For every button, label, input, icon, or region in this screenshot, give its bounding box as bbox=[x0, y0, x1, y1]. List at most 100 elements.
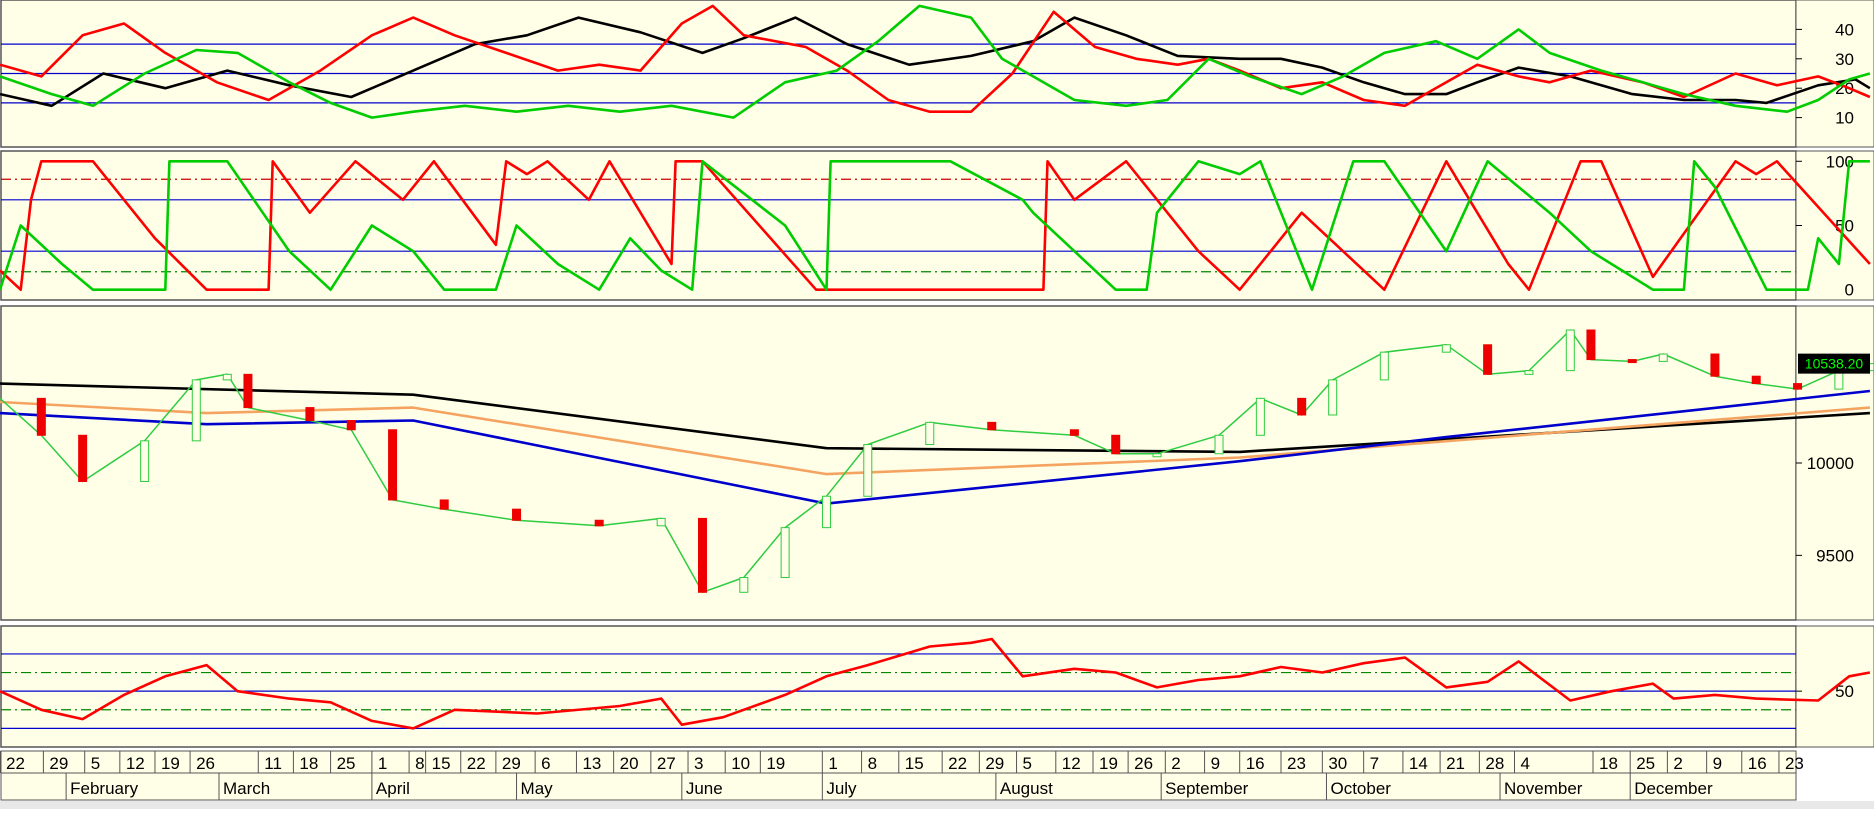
x-day-label: 25 bbox=[337, 754, 356, 773]
price-candle bbox=[1751, 375, 1761, 385]
x-day-label: 29 bbox=[985, 754, 1004, 773]
x-day-label: 23 bbox=[1287, 754, 1306, 773]
x-day-label: 23 bbox=[1785, 754, 1804, 773]
x-day-label: 2 bbox=[1673, 754, 1682, 773]
y-tick-label: 9500 bbox=[1816, 546, 1854, 565]
price-candle bbox=[1111, 434, 1121, 455]
y-tick-label: 100 bbox=[1826, 152, 1854, 171]
x-month-label: September bbox=[1165, 779, 1248, 798]
price-candle bbox=[1658, 353, 1668, 362]
x-day-label: 29 bbox=[502, 754, 521, 773]
x-day-label: 25 bbox=[1636, 754, 1655, 773]
x-day-label: 12 bbox=[1062, 754, 1081, 773]
price-candle bbox=[1483, 344, 1493, 375]
price-candle bbox=[243, 373, 253, 409]
price-series-line bbox=[0, 382, 1870, 454]
price-candle bbox=[1586, 329, 1596, 361]
x-day-label: 4 bbox=[1520, 754, 1529, 773]
price-candle bbox=[925, 421, 935, 446]
y-tick-label: 30 bbox=[1835, 50, 1854, 69]
x-month-label: June bbox=[686, 779, 723, 798]
price-candle bbox=[697, 517, 707, 593]
price-candle bbox=[191, 379, 201, 442]
directional-movement-series-line bbox=[0, 4, 1871, 119]
price-candle bbox=[1524, 370, 1534, 375]
price-panel: 9500 10000 10538.20 bbox=[0, 305, 1874, 621]
x-day-label: 1 bbox=[378, 754, 387, 773]
x-day-label: 19 bbox=[161, 754, 180, 773]
rsi-panel: 50 bbox=[0, 625, 1874, 748]
x-month-label: December bbox=[1634, 779, 1713, 798]
x-month-label: May bbox=[521, 779, 554, 798]
x-day-label: 5 bbox=[91, 754, 100, 773]
price-candle bbox=[1069, 429, 1079, 436]
price-candle bbox=[780, 527, 790, 579]
directional-movement-series-line bbox=[0, 16, 1871, 108]
aroon-plot-area bbox=[0, 150, 1797, 301]
price-candle bbox=[1710, 353, 1720, 377]
x-day-label: 20 bbox=[620, 754, 639, 773]
x-day-label: 19 bbox=[1099, 754, 1118, 773]
x-day-label: 27 bbox=[657, 754, 676, 773]
x-day-label: 18 bbox=[299, 754, 318, 773]
x-month-label: October bbox=[1330, 779, 1391, 798]
price-candle bbox=[1379, 351, 1389, 381]
price-candle bbox=[821, 495, 831, 529]
price-candle bbox=[1297, 397, 1307, 416]
y-tick-label: 50 bbox=[1835, 682, 1854, 701]
x-axis: 22 29 5 12 19 26 11 18 25 1 8 15 22 29 6 13 20 27 3 10 19 1 8 1… bbox=[0, 750, 1804, 801]
x-month-label: July bbox=[826, 779, 857, 798]
x-day-label: 9 bbox=[1211, 754, 1220, 773]
price-candle bbox=[140, 440, 150, 482]
price-candle bbox=[1565, 329, 1575, 372]
x-month-label: August bbox=[1000, 779, 1053, 798]
x-day-label: 26 bbox=[196, 754, 215, 773]
x-day-label: 13 bbox=[582, 754, 601, 773]
x-day-label: 3 bbox=[694, 754, 703, 773]
x-day-label: 30 bbox=[1328, 754, 1347, 773]
x-day-label: 1 bbox=[828, 754, 837, 773]
price-candle bbox=[1441, 344, 1451, 353]
x-day-label: 5 bbox=[1023, 754, 1032, 773]
x-day-label: 10 bbox=[731, 754, 750, 773]
price-candle bbox=[222, 373, 232, 381]
x-day-label: 7 bbox=[1370, 754, 1379, 773]
price-candle bbox=[1627, 359, 1637, 364]
price-plot-area bbox=[0, 305, 1797, 621]
x-day-label: 16 bbox=[1748, 754, 1767, 773]
x-day-label: 21 bbox=[1446, 754, 1465, 773]
price-candle bbox=[594, 519, 604, 527]
x-month-label: March bbox=[223, 779, 270, 798]
x-day-label: 26 bbox=[1134, 754, 1153, 773]
price-candle bbox=[987, 421, 997, 431]
price-candle bbox=[1328, 379, 1338, 416]
x-day-label: 6 bbox=[541, 754, 550, 773]
y-tick-label: 10000 bbox=[1807, 454, 1854, 473]
scroll-strip[interactable] bbox=[0, 801, 1874, 809]
directional-movement-series-line bbox=[0, 4, 1871, 113]
price-candle bbox=[739, 577, 749, 593]
price-candle bbox=[863, 444, 873, 497]
x-month-label: November bbox=[1504, 779, 1583, 798]
y-tick-label: 40 bbox=[1835, 20, 1854, 39]
x-day-label: 12 bbox=[126, 754, 145, 773]
x-day-label: 14 bbox=[1409, 754, 1428, 773]
price-candle bbox=[346, 420, 356, 431]
x-day-label: 2 bbox=[1171, 754, 1180, 773]
x-day-label: 22 bbox=[467, 754, 486, 773]
x-day-label: 15 bbox=[432, 754, 451, 773]
x-day-label: 11 bbox=[264, 754, 282, 773]
x-day-label: 22 bbox=[948, 754, 967, 773]
x-month-label: February bbox=[70, 779, 139, 798]
price-candle bbox=[512, 508, 522, 521]
x-day-label: 22 bbox=[6, 754, 25, 773]
price-candle bbox=[656, 517, 666, 527]
last-price-badge bbox=[1798, 353, 1870, 374]
x-month-label: April bbox=[376, 779, 410, 798]
y-tick-label: 10 bbox=[1835, 109, 1854, 128]
aroon-series-line bbox=[0, 160, 1870, 292]
